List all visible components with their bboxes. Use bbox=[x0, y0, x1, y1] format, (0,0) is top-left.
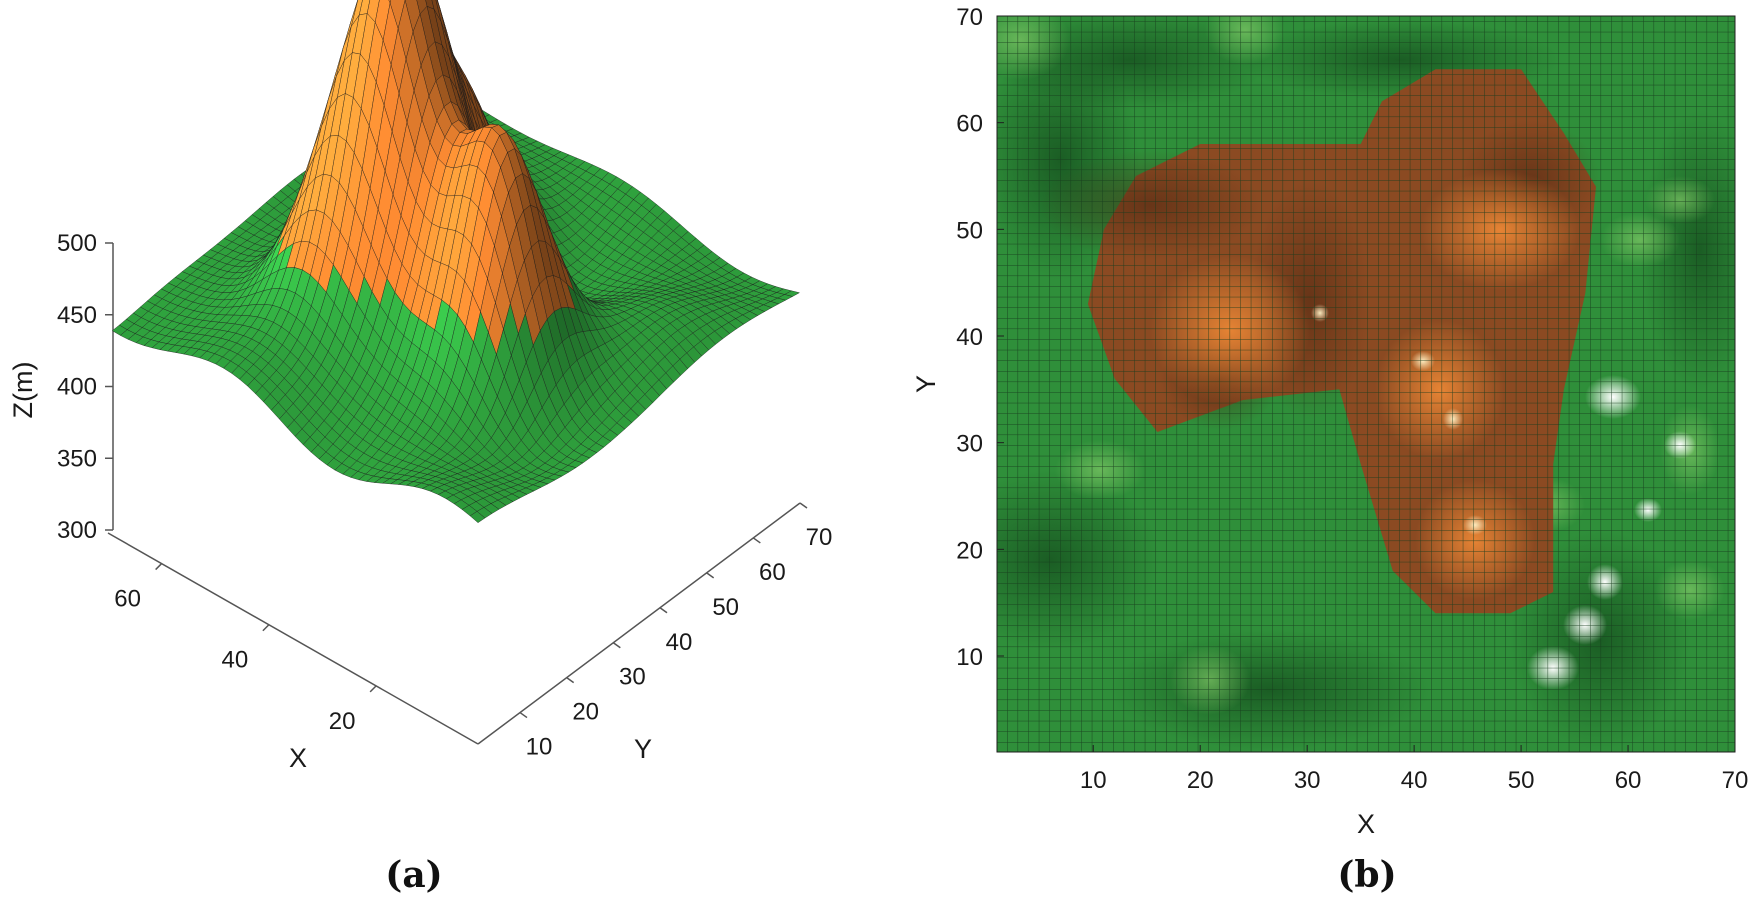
z-axis-label: Z(m) bbox=[8, 362, 38, 419]
x-ticks-b: 10 20 30 40 50 60 70 bbox=[1080, 745, 1748, 794]
terrain-surface bbox=[111, 0, 801, 524]
y-tick-label: 60 bbox=[759, 559, 786, 586]
x-axis-label-a: X bbox=[289, 743, 307, 773]
y-ticks-a: 10 20 30 40 50 60 70 bbox=[519, 502, 833, 761]
y-tick-label: 20 bbox=[956, 537, 983, 564]
z-tick-label: 400 bbox=[57, 374, 97, 401]
y-tick-label: 50 bbox=[712, 594, 739, 621]
y-tick-label: 50 bbox=[956, 217, 983, 244]
z-tick-label: 500 bbox=[57, 230, 97, 257]
x-tick bbox=[155, 563, 163, 571]
y-axis-label-b: Y bbox=[911, 375, 941, 393]
y-tick bbox=[799, 502, 808, 509]
cell-grid bbox=[997, 16, 1735, 752]
y-tick-label: 30 bbox=[619, 664, 646, 691]
x-axis-label-b: X bbox=[1357, 809, 1375, 839]
heatmap-panel: 10 20 30 40 50 60 70 10 20 30 40 50 60 70 X Y (b) bbox=[911, 4, 1748, 896]
x-tick-label: 70 bbox=[1722, 767, 1749, 794]
x-tick-label: 60 bbox=[114, 586, 141, 613]
z-tick-label: 300 bbox=[57, 517, 97, 544]
plot-frame bbox=[996, 15, 1736, 753]
y-ticks-b: 10 20 30 40 50 60 70 bbox=[956, 4, 1004, 671]
y-tick bbox=[566, 677, 575, 684]
y-tick-label: 70 bbox=[956, 4, 983, 31]
y-tick bbox=[752, 537, 761, 544]
x-ticks-a: 20 40 60 bbox=[114, 563, 377, 735]
x-tick bbox=[262, 624, 270, 632]
y-axis-label-a: Y bbox=[634, 734, 652, 764]
y-tick bbox=[706, 572, 715, 579]
y-tick bbox=[519, 711, 528, 719]
x-tick-label: 60 bbox=[1615, 767, 1642, 794]
z-ticks: 300 350 400 450 500 bbox=[57, 230, 113, 544]
z-tick-label: 450 bbox=[57, 302, 97, 329]
y-tick-label: 10 bbox=[956, 644, 983, 671]
x-tick-label: 20 bbox=[1187, 767, 1214, 794]
x-tick-label: 40 bbox=[1401, 767, 1428, 794]
y-axis-line bbox=[477, 502, 801, 745]
panel-label-b: (b) bbox=[1337, 854, 1396, 896]
x-tick-label: 20 bbox=[329, 708, 356, 735]
y-tick-label: 20 bbox=[572, 699, 599, 726]
y-tick-label: 40 bbox=[666, 629, 693, 656]
y-tick bbox=[659, 607, 668, 614]
x-tick-label: 10 bbox=[1080, 767, 1107, 794]
x-tick-label: 30 bbox=[1294, 767, 1321, 794]
panel-label-a: (a) bbox=[385, 854, 442, 896]
y-tick-label: 10 bbox=[526, 734, 553, 761]
x-tick bbox=[369, 685, 377, 693]
y-tick bbox=[612, 642, 621, 649]
y-tick-label: 30 bbox=[956, 431, 983, 458]
y-tick-label: 40 bbox=[956, 324, 983, 351]
y-tick-label: 60 bbox=[956, 111, 983, 138]
x-tick-label: 40 bbox=[222, 647, 249, 674]
y-tick-label: 70 bbox=[806, 524, 833, 551]
x-axis-line bbox=[107, 532, 479, 745]
surface-cell bbox=[469, 511, 486, 524]
x-tick-label: 50 bbox=[1508, 767, 1535, 794]
surface-plot-panel: 300 350 400 450 500 Z(m) 20 40 60 10 20 30 40 50 60… bbox=[8, 0, 832, 896]
z-tick-label: 350 bbox=[57, 445, 97, 472]
